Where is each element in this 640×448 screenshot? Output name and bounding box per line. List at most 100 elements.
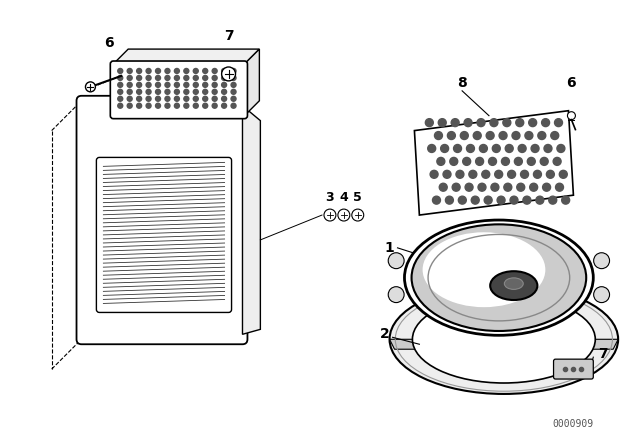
Circle shape (447, 132, 455, 139)
Circle shape (338, 209, 350, 221)
Circle shape (456, 170, 464, 178)
Circle shape (184, 75, 189, 80)
Circle shape (184, 69, 189, 73)
Circle shape (221, 103, 227, 108)
Circle shape (203, 69, 208, 73)
Circle shape (464, 119, 472, 127)
Circle shape (430, 170, 438, 178)
Circle shape (184, 82, 189, 87)
Circle shape (193, 89, 198, 95)
Circle shape (477, 119, 485, 127)
Circle shape (465, 183, 473, 191)
Circle shape (175, 103, 179, 108)
Circle shape (212, 75, 217, 80)
Circle shape (518, 145, 526, 152)
Circle shape (467, 145, 474, 152)
Circle shape (137, 103, 141, 108)
Circle shape (531, 145, 539, 152)
Circle shape (165, 75, 170, 80)
Circle shape (203, 89, 208, 95)
Text: 6: 6 (104, 36, 114, 50)
Circle shape (193, 96, 198, 101)
Circle shape (137, 69, 141, 73)
Circle shape (476, 157, 484, 165)
Circle shape (184, 96, 189, 101)
Circle shape (541, 119, 550, 127)
Circle shape (512, 132, 520, 139)
Circle shape (165, 82, 170, 87)
Text: 7: 7 (598, 347, 608, 361)
Circle shape (529, 119, 537, 127)
Circle shape (527, 157, 535, 165)
Circle shape (557, 145, 565, 152)
Circle shape (460, 132, 468, 139)
Circle shape (146, 69, 151, 73)
Circle shape (118, 75, 123, 80)
Circle shape (175, 75, 179, 80)
Circle shape (482, 170, 490, 178)
Circle shape (437, 157, 445, 165)
Circle shape (551, 132, 559, 139)
Circle shape (499, 132, 507, 139)
Text: 7: 7 (224, 29, 234, 43)
Circle shape (156, 69, 161, 73)
Circle shape (458, 196, 467, 204)
Polygon shape (415, 111, 573, 215)
Circle shape (454, 145, 461, 152)
Circle shape (146, 75, 151, 80)
Circle shape (559, 170, 567, 178)
Circle shape (118, 89, 123, 95)
Circle shape (212, 96, 217, 101)
Circle shape (146, 96, 151, 101)
Circle shape (388, 253, 404, 269)
Circle shape (146, 82, 151, 87)
Circle shape (231, 75, 236, 80)
Circle shape (203, 75, 208, 80)
Circle shape (86, 82, 95, 92)
Circle shape (450, 157, 458, 165)
Circle shape (556, 183, 563, 191)
Circle shape (127, 89, 132, 95)
Circle shape (547, 170, 554, 178)
Ellipse shape (404, 220, 593, 335)
Circle shape (495, 170, 502, 178)
Circle shape (118, 69, 123, 73)
Circle shape (516, 119, 524, 127)
Ellipse shape (490, 271, 538, 300)
Circle shape (203, 103, 208, 108)
Circle shape (594, 287, 609, 302)
Circle shape (212, 82, 217, 87)
Circle shape (184, 103, 189, 108)
Circle shape (433, 196, 440, 204)
Circle shape (503, 119, 511, 127)
Circle shape (127, 69, 132, 73)
Circle shape (165, 69, 170, 73)
Circle shape (203, 82, 208, 87)
Circle shape (492, 145, 500, 152)
Text: 3: 3 (326, 191, 334, 204)
Circle shape (221, 69, 227, 73)
Circle shape (156, 75, 161, 80)
Text: 6: 6 (566, 76, 576, 90)
Circle shape (127, 75, 132, 80)
Circle shape (221, 75, 227, 80)
Circle shape (562, 196, 570, 204)
Text: 1: 1 (385, 241, 394, 255)
Circle shape (127, 82, 132, 87)
Circle shape (538, 132, 546, 139)
Circle shape (428, 145, 436, 152)
Circle shape (212, 103, 217, 108)
Circle shape (443, 170, 451, 178)
Circle shape (212, 89, 217, 95)
Circle shape (231, 82, 236, 87)
Polygon shape (390, 339, 618, 349)
Circle shape (324, 209, 336, 221)
Text: 0000909: 0000909 (553, 419, 594, 429)
Circle shape (445, 196, 453, 204)
Circle shape (193, 69, 198, 73)
Circle shape (488, 157, 497, 165)
Circle shape (175, 96, 179, 101)
Circle shape (463, 157, 470, 165)
Circle shape (484, 196, 492, 204)
Circle shape (516, 183, 525, 191)
